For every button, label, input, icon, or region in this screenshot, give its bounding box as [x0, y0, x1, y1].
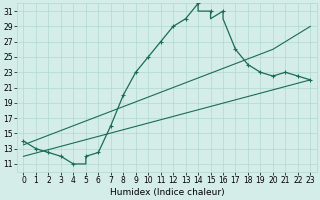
X-axis label: Humidex (Indice chaleur): Humidex (Indice chaleur)	[109, 188, 224, 197]
